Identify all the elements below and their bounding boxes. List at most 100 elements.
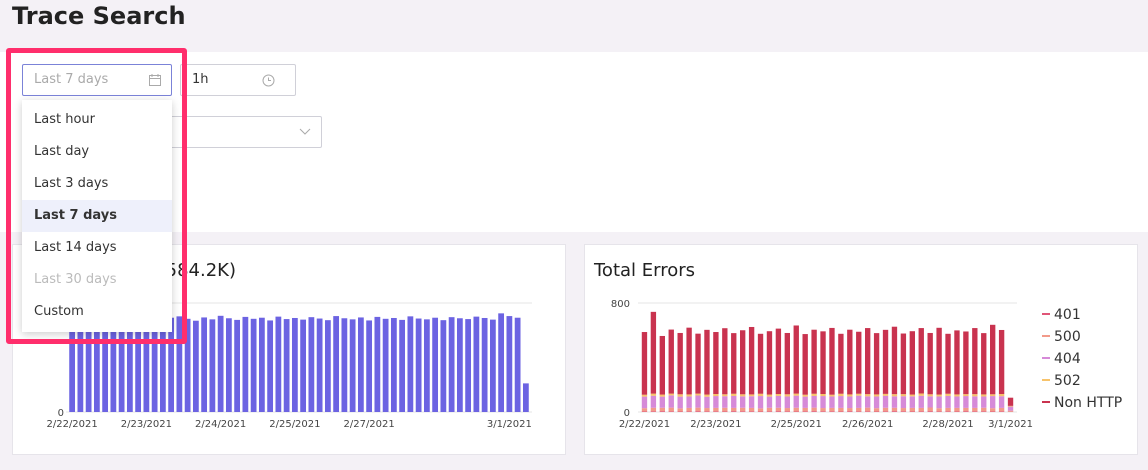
- bar-segment: [775, 394, 782, 396]
- bar-segment: [811, 329, 817, 394]
- bar-segment: [677, 411, 683, 412]
- bar: [399, 319, 406, 412]
- bar-segment: [641, 396, 648, 409]
- time-value: 1h: [192, 72, 209, 87]
- bar-segment: [954, 330, 960, 395]
- bar-segment: [784, 408, 790, 412]
- bar: [308, 317, 315, 412]
- bar-segment: [972, 411, 978, 412]
- bar-segment: [998, 394, 1005, 397]
- x-tick-label: 2/25/2021: [771, 419, 822, 430]
- bar-segment: [856, 411, 862, 412]
- date-option[interactable]: Last day: [34, 144, 90, 159]
- y-tick-label: 0: [58, 408, 64, 419]
- bar-segment: [936, 396, 942, 409]
- bar: [382, 318, 389, 412]
- bar-segment: [748, 407, 755, 412]
- bar-segment: [829, 396, 835, 408]
- bar-segment: [998, 329, 1005, 395]
- bar-segment: [650, 395, 657, 408]
- x-tick-label: 2/22/2021: [619, 419, 670, 430]
- bar-segment: [829, 407, 835, 412]
- time-input[interactable]: 1h: [180, 64, 296, 96]
- bar-segment: [998, 407, 1005, 412]
- bar-segment: [865, 411, 871, 412]
- bar-segment: [748, 326, 755, 395]
- legend-label: 500: [1054, 329, 1081, 345]
- date-input[interactable]: Last 7 days: [22, 64, 172, 96]
- bar-segment: [954, 396, 960, 408]
- bar-segment: [713, 394, 719, 397]
- bar: [192, 320, 199, 412]
- bar-segment: [998, 411, 1005, 412]
- bar-segment: [909, 407, 915, 412]
- bar: [423, 319, 430, 412]
- bar-segment: [686, 407, 692, 412]
- bar-segment: [990, 394, 996, 397]
- x-tick-label: 3/1/2021: [487, 419, 532, 430]
- bar-segment: [856, 393, 862, 396]
- bar-segment: [891, 411, 898, 412]
- date-option[interactable]: Last 3 days: [34, 176, 109, 191]
- x-tick-label: 2/27/2021: [343, 419, 394, 430]
- bar-segment: [686, 394, 692, 397]
- bar: [300, 319, 307, 412]
- bar-segment: [740, 394, 746, 397]
- bar: [415, 318, 422, 412]
- date-option[interactable]: Custom: [34, 304, 84, 319]
- bar-segment: [820, 396, 826, 409]
- bar-segment: [865, 396, 871, 408]
- bar-segment: [900, 411, 907, 412]
- bar: [118, 317, 125, 412]
- bar-segment: [847, 329, 853, 395]
- date-option[interactable]: Last 14 days: [34, 240, 117, 255]
- bar-segment: [820, 394, 826, 397]
- bar-segment: [829, 394, 835, 397]
- date-option[interactable]: Last hour: [34, 112, 95, 127]
- bar-segment: [650, 393, 657, 396]
- bar-segment: [784, 394, 790, 397]
- bar-segment: [1007, 397, 1014, 406]
- bar: [201, 317, 208, 412]
- bar-segment: [695, 407, 701, 412]
- bar-segment: [731, 407, 737, 412]
- bar-segment: [775, 407, 782, 412]
- bar-segment: [766, 331, 773, 395]
- bar-segment: [811, 411, 817, 412]
- bar-segment: [704, 329, 710, 395]
- x-tick-label: 2/23/2021: [121, 419, 172, 430]
- bar: [242, 316, 249, 412]
- bar: [85, 319, 92, 412]
- bar-segment: [704, 394, 710, 397]
- bar-segment: [847, 396, 853, 409]
- bar-segment: [784, 332, 790, 395]
- bar-segment: [990, 408, 996, 412]
- bar-segment: [713, 396, 719, 408]
- bar-segment: [918, 328, 924, 394]
- bar-segment: [811, 395, 817, 408]
- bar: [93, 316, 100, 412]
- bar: [456, 318, 463, 412]
- bar-segment: [740, 407, 746, 412]
- bar-segment: [936, 408, 942, 412]
- date-dropdown: Last hour Last day Last 3 days Last 7 days L…: [22, 100, 172, 332]
- bar-segment: [793, 411, 799, 412]
- bar-segment: [891, 407, 898, 412]
- bar-segment: [936, 394, 942, 397]
- bar-segment: [945, 333, 951, 394]
- bar-segment: [641, 332, 648, 395]
- bar-segment: [972, 396, 978, 408]
- date-option[interactable]: Last 7 days: [22, 200, 172, 232]
- bar-segment: [757, 333, 764, 394]
- bar-segment: [873, 333, 880, 395]
- bar-segment: [793, 395, 799, 408]
- y-tick-label: 0: [624, 408, 630, 419]
- bar-segment: [918, 393, 924, 396]
- bar: [184, 318, 191, 412]
- bar-segment: [847, 408, 853, 412]
- bar: [143, 316, 150, 412]
- bar: [341, 318, 348, 412]
- bar-segment: [865, 394, 871, 397]
- bar-segment: [990, 411, 996, 412]
